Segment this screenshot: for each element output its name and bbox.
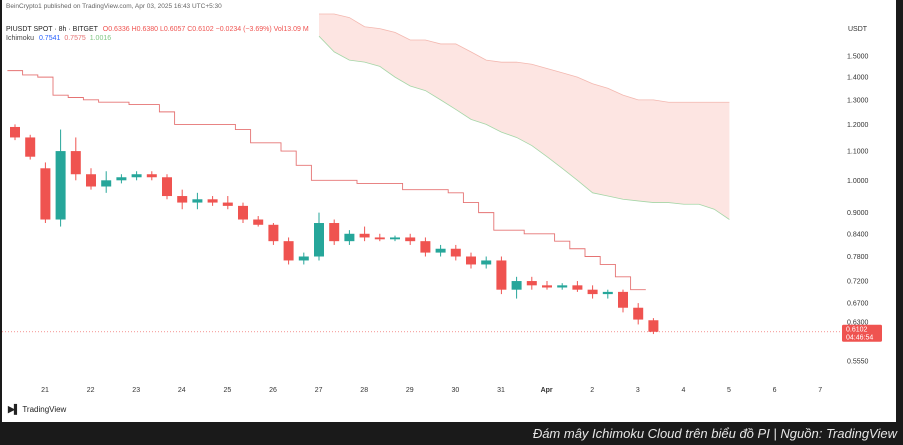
- candle[interactable]: [40, 168, 51, 220]
- y-tick-label: 0.7800: [847, 254, 869, 261]
- x-tick-label: 5: [727, 387, 731, 394]
- x-tick-label: 22: [87, 387, 95, 394]
- last-price-tag[interactable]: [842, 324, 882, 342]
- chart-panel: 1.5000 1.4000 1.3000 1.2000 1.1000 1.0000 0.90…: [2, 0, 896, 422]
- currency-label[interactable]: USDT: [848, 26, 868, 33]
- candle[interactable]: [572, 285, 583, 290]
- candle[interactable]: [466, 256, 476, 265]
- indicator-value-2: 0.7575: [64, 35, 86, 42]
- x-tick-label: 26: [269, 387, 277, 394]
- cloud-lower-line: [318, 35, 730, 220]
- image-caption: Đám mây Ichimoku Cloud trên biểu đồ PI |…: [532, 426, 897, 441]
- x-tick-label: 4: [681, 387, 685, 394]
- symbol-ohlc: PIUSDT SPOT · 8h · BITGET O0.6336 H0.638…: [6, 26, 309, 33]
- candle[interactable]: [587, 289, 598, 295]
- candle[interactable]: [55, 151, 66, 220]
- candle[interactable]: [420, 241, 431, 253]
- x-tick-label: Apr: [541, 387, 553, 394]
- y-tick-label: 1.3000: [847, 97, 869, 104]
- candle[interactable]: [542, 285, 552, 288]
- publish-info: BeinCrypto1 published on TradingView.com…: [6, 3, 222, 10]
- candle[interactable]: [192, 199, 203, 203]
- candle[interactable]: [511, 281, 522, 290]
- candle[interactable]: [602, 291, 613, 295]
- candle[interactable]: [101, 180, 112, 187]
- y-tick-label: 0.5550: [847, 358, 869, 365]
- candle[interactable]: [648, 320, 659, 332]
- ohlc-values: O0.6336 H0.6380 L0.6057 C0.6102 −0.0234 …: [102, 26, 309, 33]
- candle-countdown: 04:46:54: [846, 334, 873, 341]
- candle[interactable]: [207, 199, 218, 203]
- x-tick-label: 21: [41, 387, 49, 394]
- candle[interactable]: [557, 285, 568, 288]
- y-tick-label: 0.6300: [847, 319, 869, 326]
- x-tick-label: 2: [590, 387, 594, 394]
- x-tick-label: 3: [636, 387, 640, 394]
- candle[interactable]: [268, 224, 279, 242]
- y-tick-label: 0.7200: [847, 279, 869, 286]
- x-tick-label: 28: [360, 387, 368, 394]
- candle[interactable]: [344, 233, 355, 242]
- candle[interactable]: [253, 219, 264, 225]
- tradingview-logo[interactable]: ▶▌ TradingView: [8, 404, 66, 415]
- candle[interactable]: [435, 248, 446, 253]
- x-tick-label: 30: [452, 387, 460, 394]
- y-tick-label: 0.8400: [847, 231, 869, 238]
- indicator-name: Ichimoku: [6, 35, 35, 42]
- indicator-legend[interactable]: Ichimoku 0.7541 0.7575 1.0016: [6, 35, 111, 42]
- symbol-label[interactable]: PIUSDT SPOT · 8h · BITGET: [6, 26, 98, 33]
- candle[interactable]: [481, 260, 492, 265]
- candle[interactable]: [618, 291, 628, 308]
- x-tick-label: 27: [315, 387, 323, 394]
- x-tick-label: 25: [224, 387, 232, 394]
- candle[interactable]: [131, 174, 142, 178]
- candle[interactable]: [25, 137, 36, 157]
- ichimoku-cloud: [319, 14, 730, 220]
- candle[interactable]: [222, 202, 233, 206]
- y-tick-label: 1.0000: [847, 178, 869, 185]
- candle[interactable]: [405, 237, 416, 242]
- candle[interactable]: [633, 307, 644, 320]
- x-tick-label: 31: [497, 387, 505, 394]
- indicator-value-3: 1.0016: [89, 35, 112, 42]
- candle[interactable]: [359, 233, 370, 238]
- candle[interactable]: [496, 260, 507, 290]
- x-tick-label: 7: [818, 387, 822, 394]
- x-tick-label: 6: [773, 387, 777, 394]
- y-tick-label: 1.2000: [847, 122, 869, 129]
- price-chart[interactable]: 1.5000 1.4000 1.3000 1.2000 1.1000 1.0000 0.90…: [2, 0, 896, 422]
- candle[interactable]: [238, 205, 248, 220]
- candle[interactable]: [70, 151, 81, 175]
- y-tick-label: 0.6700: [847, 301, 869, 308]
- candle[interactable]: [390, 237, 400, 240]
- candle[interactable]: [450, 248, 461, 257]
- baseline-line: [7, 70, 646, 291]
- candle[interactable]: [162, 177, 172, 197]
- x-tick-label: 29: [406, 387, 414, 394]
- tradingview-logo-text: TradingView: [22, 405, 67, 414]
- y-tick-label: 0.9000: [847, 210, 869, 217]
- candle[interactable]: [283, 241, 294, 261]
- y-tick-label: 1.5000: [847, 53, 869, 60]
- last-price-value: 0.6102: [846, 326, 868, 333]
- y-tick-label: 1.1000: [847, 149, 869, 156]
- candle[interactable]: [374, 237, 385, 240]
- candle[interactable]: [116, 177, 127, 181]
- tradingview-logo-icon: ▶▌: [8, 404, 20, 414]
- candle[interactable]: [86, 174, 96, 187]
- x-tick-label: 23: [132, 387, 140, 394]
- x-tick-label: 24: [178, 387, 186, 394]
- candle[interactable]: [314, 223, 324, 257]
- y-tick-label: 1.4000: [847, 75, 869, 82]
- candle[interactable]: [177, 196, 188, 203]
- candle[interactable]: [146, 174, 157, 178]
- candle[interactable]: [298, 256, 309, 261]
- cloud-upper-line: [319, 13, 730, 103]
- indicator-value-1: 0.7541: [38, 35, 61, 42]
- candle[interactable]: [10, 126, 20, 138]
- candle[interactable]: [526, 281, 537, 286]
- candle[interactable]: [329, 223, 340, 242]
